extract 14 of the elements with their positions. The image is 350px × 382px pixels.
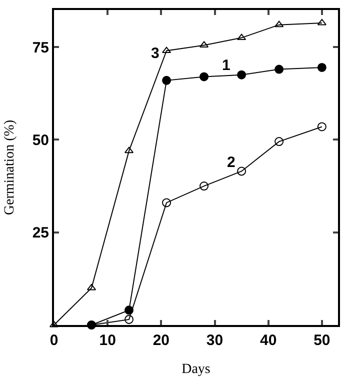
y-tick-label: 25 <box>32 224 49 242</box>
x-tick-label: 20 <box>152 332 170 349</box>
x-tick-label: 0 <box>50 332 58 349</box>
series-label: 3 <box>151 45 160 62</box>
series-label: 2 <box>227 154 236 171</box>
x-tick-label: 50 <box>314 332 330 349</box>
x-axis-title: Days <box>182 362 210 377</box>
y-axis-title: Germination (%) <box>2 120 18 216</box>
series-label: 1 <box>222 57 230 74</box>
y-tick-label: 75 <box>32 39 49 56</box>
x-tick-label: 10 <box>99 332 116 349</box>
y-tick-label: 50 <box>32 132 49 149</box>
x-tick-label: 40 <box>260 332 277 349</box>
x-tick-label: 30 <box>206 332 224 349</box>
